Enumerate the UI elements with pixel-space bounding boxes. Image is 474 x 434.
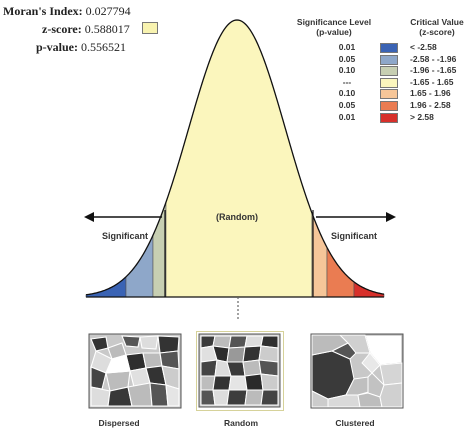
legend-row: 0.10 1.65 - 1.96 bbox=[330, 88, 472, 100]
dispersed-pattern-box bbox=[88, 333, 182, 409]
legend-swatch bbox=[380, 54, 398, 65]
crit-header-line1: Critical Value bbox=[410, 17, 464, 27]
zscore-value: 0.588017 bbox=[84, 22, 130, 36]
right-arrowhead bbox=[386, 212, 396, 222]
morans-index-label: Moran's Index: bbox=[3, 4, 83, 18]
legend-significance-header: Significance Level (p-value) bbox=[282, 17, 386, 37]
legend-row: 0.05 1.96 - 2.58 bbox=[330, 100, 472, 111]
legend-zscore: 1.96 - 2.58 bbox=[410, 100, 451, 110]
legend-swatch bbox=[380, 43, 398, 53]
legend-zscore: -1.96 - -1.65 bbox=[410, 65, 457, 76]
legend-row: 0.01 < -2.58 bbox=[330, 42, 472, 53]
legend-pvalue: 0.01 bbox=[338, 111, 356, 122]
zscore-marker-swatch bbox=[142, 22, 158, 34]
legend-pvalue: 0.05 bbox=[338, 53, 356, 64]
legend-row: 0.10 -1.96 - -1.65 bbox=[330, 65, 472, 77]
legend-pvalue: --- bbox=[342, 76, 352, 87]
legend-zscore: -2.58 - -1.96 bbox=[410, 53, 457, 64]
morans-index-value: 0.027794 bbox=[85, 4, 131, 18]
legend-swatch bbox=[380, 112, 398, 123]
pvalue-value: 0.556521 bbox=[81, 40, 126, 54]
random-pattern-frame bbox=[196, 331, 284, 411]
legend-zscore: -1.65 - 1.65 bbox=[410, 76, 454, 87]
right-significant-label: Significant bbox=[331, 231, 377, 241]
pattern-captions: Dispersed Random Clustered bbox=[0, 418, 474, 432]
curve-region bbox=[165, 19, 313, 298]
pvalue-label: p-value: bbox=[36, 40, 78, 54]
legend-pvalue: 0.05 bbox=[338, 100, 356, 110]
zscore-row: z-score: 0.588017 bbox=[42, 22, 130, 37]
sig-header-line1: Significance Level bbox=[296, 17, 372, 27]
curve-fills bbox=[85, 19, 385, 298]
legend-zscore: 1.65 - 1.96 bbox=[410, 88, 451, 99]
legend-pvalue: 0.01 bbox=[338, 42, 356, 52]
legend-zscore: < -2.58 bbox=[410, 42, 437, 52]
legend-row: 0.05 -2.58 - -1.96 bbox=[330, 54, 472, 65]
legend-critical-header: Critical Value (z-score) bbox=[404, 17, 470, 37]
morans-index-row: Moran's Index: 0.027794 bbox=[3, 4, 131, 19]
legend-swatch bbox=[380, 66, 398, 77]
curve-outline bbox=[85, 19, 385, 296]
legend-zscore: > 2.58 bbox=[410, 111, 434, 122]
curve-region bbox=[353, 281, 385, 298]
clustered-pattern-map bbox=[310, 333, 404, 409]
legend-pvalue: 0.10 bbox=[338, 88, 356, 99]
left-arrowhead bbox=[84, 212, 94, 222]
pattern-caption: Random bbox=[224, 418, 258, 428]
random-center-label: (Random) bbox=[216, 212, 258, 222]
random-pattern-map bbox=[198, 333, 281, 408]
crit-header-line2: (z-score) bbox=[419, 27, 455, 37]
zscore-label: z-score: bbox=[42, 22, 82, 36]
legend-rows: 0.01 < -2.58 0.05 -2.58 - -1.96 0.10 -1.96 - … bbox=[330, 42, 472, 124]
pattern-caption: Dispersed bbox=[98, 418, 140, 428]
dispersed-pattern-map bbox=[88, 333, 182, 409]
legend-swatch bbox=[380, 77, 398, 88]
normal-distribution-diagram: Significant Significant (Random) bbox=[84, 19, 396, 320]
legend-row: 0.01 > 2.58 bbox=[330, 112, 472, 123]
sig-header-line2: (p-value) bbox=[316, 27, 352, 37]
left-significant-label: Significant bbox=[102, 231, 148, 241]
legend-pvalue: 0.10 bbox=[338, 65, 356, 76]
curve-region bbox=[311, 213, 328, 298]
legend-swatch bbox=[380, 89, 398, 100]
legend-swatch bbox=[380, 101, 398, 111]
pvalue-row: p-value: 0.556521 bbox=[36, 40, 126, 55]
pattern-caption: Clustered bbox=[335, 418, 375, 428]
clustered-pattern-box bbox=[310, 333, 404, 409]
legend-row: --- -1.65 - 1.65 bbox=[330, 77, 472, 88]
